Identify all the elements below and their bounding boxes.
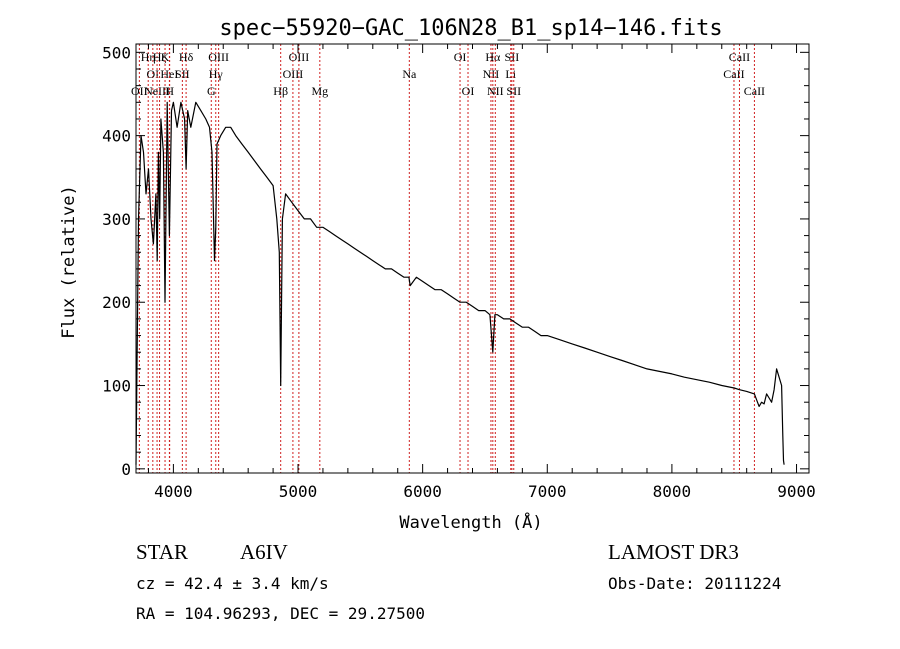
x-tick-label: 6000 bbox=[403, 482, 442, 501]
y-tick-label: 0 bbox=[121, 460, 131, 479]
object-class: STAR bbox=[136, 540, 188, 564]
line-marker-label: OIII bbox=[283, 67, 304, 81]
spectrum-series bbox=[135, 101, 785, 465]
line-marker-label: OIII bbox=[289, 50, 310, 64]
y-tick-label: 200 bbox=[102, 293, 131, 312]
line-marker-label: K bbox=[161, 50, 170, 64]
axes: 4000 5000 6000 7000 8000 9000 0 100 200 300 400 500 bbox=[102, 43, 816, 501]
line-marker-label: OIII bbox=[208, 50, 229, 64]
line-marker-label: NeIII bbox=[144, 84, 170, 98]
emission-line-markers: OIIHηOINeIIIHζKHeIHSIIHδGHγOIIIHβOIIIOII… bbox=[131, 44, 765, 473]
y-tick-label: 100 bbox=[102, 377, 131, 396]
coordinates: RA = 104.96293, DEC = 29.27500 bbox=[136, 604, 425, 623]
y-tick-label: 400 bbox=[102, 127, 131, 146]
line-marker-label: H bbox=[165, 84, 174, 98]
line-marker-label: SII bbox=[505, 50, 520, 64]
y-axis-label: Flux (relative) bbox=[59, 185, 79, 339]
y-tick-label: 300 bbox=[102, 210, 131, 229]
line-marker-label: OII bbox=[131, 84, 148, 98]
spectrum-line bbox=[135, 101, 785, 465]
line-marker-label: G bbox=[207, 84, 216, 98]
x-tick-label: 5000 bbox=[279, 482, 318, 501]
line-marker-label: NII bbox=[483, 67, 500, 81]
x-tick-label: 9000 bbox=[777, 482, 816, 501]
line-marker-label: OI bbox=[462, 84, 475, 98]
line-marker-label: Hγ bbox=[209, 67, 224, 81]
line-marker-label: Li bbox=[505, 67, 516, 81]
redshift-value: cz = 42.4 ± 3.4 km/s bbox=[136, 574, 329, 593]
chart-title: spec−55920−GAC_106N28_B1_sp14−146.fits bbox=[219, 16, 722, 41]
line-marker-label: Hα bbox=[485, 50, 501, 64]
x-tick-label: 4000 bbox=[154, 482, 193, 501]
line-marker-label: Hη bbox=[141, 50, 156, 64]
line-marker-label: OI bbox=[146, 67, 159, 81]
line-marker-label: NII bbox=[487, 84, 504, 98]
obs-date: Obs-Date: 20111224 bbox=[608, 574, 782, 593]
line-marker-label: CaII bbox=[723, 67, 744, 81]
line-marker-label: SII bbox=[175, 67, 190, 81]
line-marker-label: Hζ bbox=[153, 50, 167, 64]
survey-name: LAMOST DR3 bbox=[608, 540, 739, 564]
x-axis-label: Wavelength (Å) bbox=[399, 511, 542, 533]
line-marker-label: Na bbox=[402, 67, 417, 81]
line-marker-label: Hβ bbox=[273, 84, 288, 98]
x-tick-label: 7000 bbox=[528, 482, 567, 501]
plot-frame bbox=[135, 43, 810, 474]
line-marker-label: Hδ bbox=[179, 50, 194, 64]
line-marker-label: CaII bbox=[744, 84, 765, 98]
line-marker-label: CaII bbox=[729, 50, 750, 64]
object-subclass: A6IV bbox=[240, 540, 288, 564]
line-marker-label: SII bbox=[506, 84, 521, 98]
y-tick-label: 500 bbox=[102, 43, 131, 62]
x-tick-label: 8000 bbox=[653, 482, 692, 501]
line-marker-label: OI bbox=[454, 50, 467, 64]
line-marker-label: Mg bbox=[311, 84, 328, 98]
